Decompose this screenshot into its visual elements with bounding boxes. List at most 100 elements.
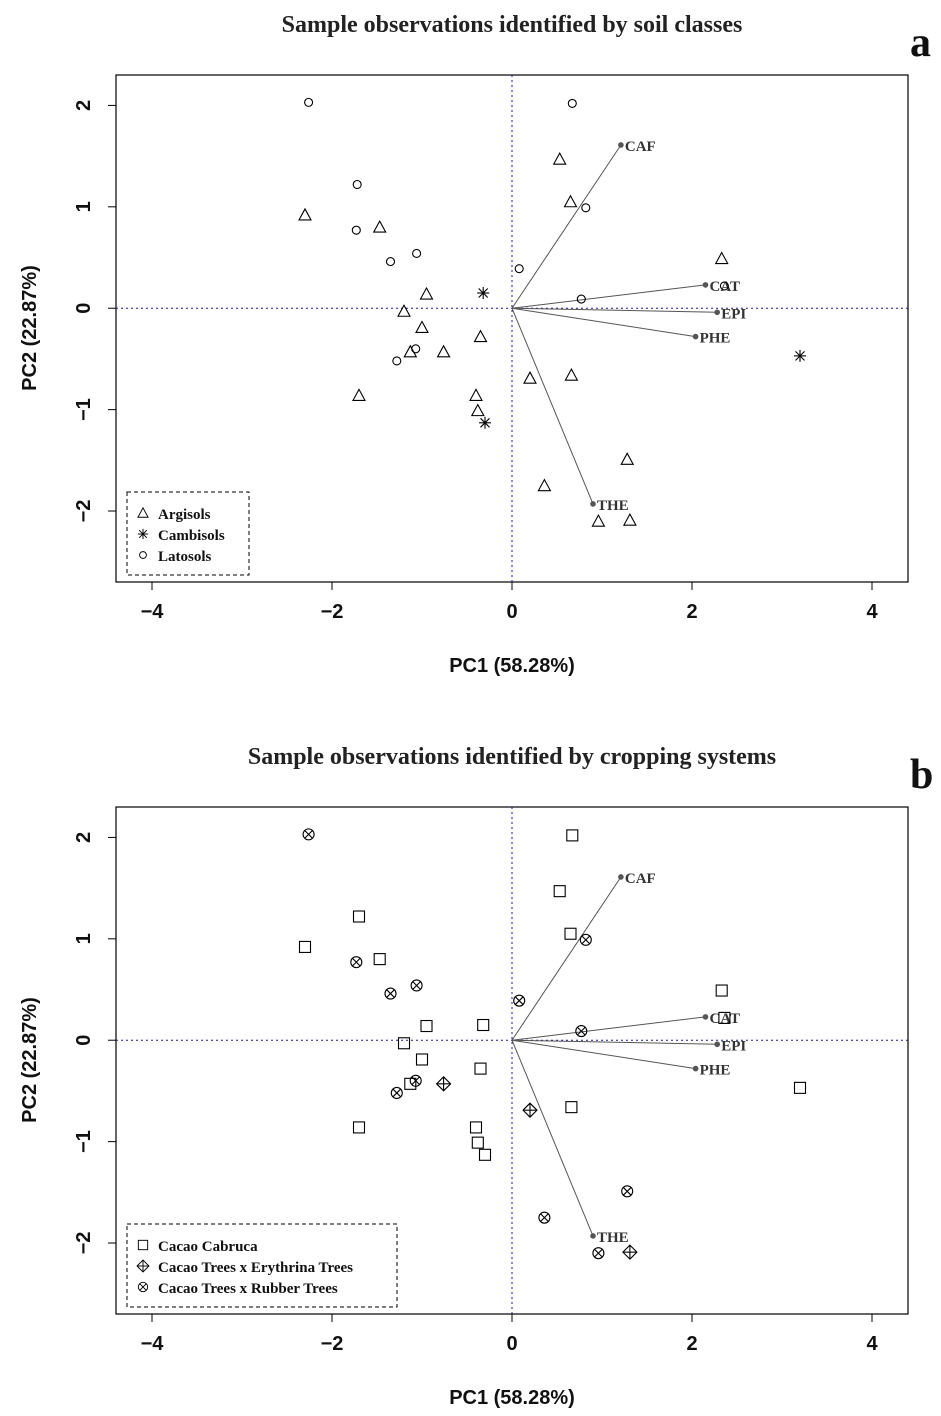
data-point bbox=[409, 1074, 422, 1087]
circle-marker-shape bbox=[567, 98, 577, 108]
triangle-marker-shape bbox=[473, 329, 488, 343]
square-marker-shape bbox=[474, 1062, 487, 1075]
square-marker-shape bbox=[565, 1101, 578, 1114]
x-tick-label: 4 bbox=[866, 1333, 878, 1355]
circle-marker-shape bbox=[579, 933, 592, 946]
loading-vector-endpoint bbox=[714, 1041, 720, 1048]
loading-vector-endpoint bbox=[618, 874, 624, 880]
square-marker-shape bbox=[718, 1011, 731, 1024]
data-point bbox=[304, 97, 314, 107]
data-point bbox=[563, 194, 578, 208]
triangle-marker-shape bbox=[470, 403, 485, 417]
triangle-marker-shape bbox=[552, 152, 567, 165]
data-point bbox=[794, 349, 806, 362]
legend-entry-label: Cacao Trees x Erythrina Trees bbox=[158, 1260, 353, 1276]
loading-vector-endpoint bbox=[702, 282, 709, 288]
y-tick-label: 0 bbox=[73, 1035, 95, 1046]
data-point bbox=[479, 416, 491, 429]
square-marker-shape bbox=[715, 984, 728, 997]
data-point bbox=[471, 1136, 484, 1149]
circle-marker-shape bbox=[411, 344, 421, 354]
x-stroke bbox=[514, 996, 524, 1006]
data-point bbox=[564, 927, 577, 940]
x-tick-label: 2 bbox=[686, 1333, 697, 1355]
square-marker-shape bbox=[420, 1019, 433, 1033]
x-tick-label: −2 bbox=[321, 601, 344, 623]
data-point bbox=[436, 344, 451, 358]
circle-marker-shape bbox=[384, 987, 397, 1000]
y-tick-label: −2 bbox=[73, 1232, 95, 1255]
loading-vector-label: CAT bbox=[710, 279, 741, 295]
x-stroke bbox=[412, 981, 421, 990]
data-point bbox=[474, 1062, 487, 1075]
data-point bbox=[715, 984, 728, 997]
sample-points bbox=[298, 828, 807, 1260]
square-marker-shape bbox=[469, 1121, 483, 1134]
x-axis-label: PC1 (58.28%) bbox=[449, 655, 575, 677]
data-point bbox=[392, 356, 402, 366]
legend-entry-label: Argisols bbox=[158, 507, 211, 523]
circle-marker-shape bbox=[575, 1025, 588, 1038]
circle-marker-shape bbox=[592, 1247, 605, 1260]
data-point bbox=[397, 1037, 411, 1050]
x-stroke bbox=[304, 829, 313, 839]
y-axis-label: PC2 (22.87%) bbox=[19, 265, 41, 391]
loading-vector-line bbox=[511, 284, 706, 309]
circle-marker-shape bbox=[576, 294, 586, 304]
circle-marker-shape bbox=[514, 264, 524, 274]
data-point bbox=[714, 251, 729, 265]
data-point bbox=[478, 1148, 492, 1161]
square-marker-shape bbox=[564, 927, 577, 940]
x-stroke bbox=[351, 957, 361, 967]
loading-vector-line bbox=[511, 876, 622, 1041]
data-point bbox=[566, 829, 579, 842]
data-point bbox=[523, 371, 537, 384]
loading-vector-endpoint bbox=[702, 1014, 709, 1020]
triangle-marker-shape bbox=[591, 514, 606, 527]
data-point bbox=[352, 179, 362, 190]
data-point bbox=[718, 1011, 731, 1024]
square-marker-shape bbox=[566, 829, 579, 842]
data-point bbox=[373, 953, 386, 966]
triangle-marker-shape bbox=[564, 367, 579, 381]
axis-ticks: −4 −2 0 2 4 −2 −1 0 1 2 bbox=[73, 100, 878, 623]
triangle-marker-shape bbox=[537, 478, 552, 492]
data-point bbox=[302, 828, 315, 841]
data-point bbox=[410, 979, 423, 992]
circle-marker-shape bbox=[351, 225, 361, 235]
circle-marker-shape bbox=[513, 994, 526, 1007]
data-point bbox=[622, 512, 637, 526]
asterisk-stroke bbox=[478, 288, 489, 298]
legend-entry-label: Cacao Trees x Rubber Trees bbox=[158, 1281, 338, 1297]
data-point bbox=[592, 1247, 605, 1260]
data-point bbox=[793, 1081, 807, 1094]
loading-vector-label: PHE bbox=[700, 1063, 731, 1079]
square-marker-shape bbox=[471, 1136, 484, 1149]
loading-vector-endpoint bbox=[590, 501, 596, 507]
chart-title: Sample observations identified by croppi… bbox=[248, 744, 776, 770]
square-marker-shape bbox=[352, 910, 366, 923]
circle-marker-shape bbox=[302, 828, 315, 841]
panel-label: a bbox=[910, 20, 931, 66]
x-axis-label: PC1 (58.28%) bbox=[449, 1387, 575, 1409]
legend-marker bbox=[137, 1281, 149, 1293]
data-point bbox=[352, 910, 366, 923]
loading-vectors: CAF CAT EPI PHE THE bbox=[511, 871, 746, 1246]
triangle-marker-shape bbox=[469, 388, 483, 401]
data-point bbox=[390, 1086, 403, 1099]
data-point bbox=[352, 1121, 366, 1134]
data-point bbox=[411, 344, 421, 354]
panel-label: b bbox=[910, 752, 933, 798]
y-tick-label: 2 bbox=[73, 832, 95, 843]
circle-marker-shape bbox=[390, 1086, 403, 1099]
sample-points bbox=[298, 97, 806, 527]
circle-marker-shape bbox=[392, 356, 402, 366]
legend-marker bbox=[137, 506, 149, 518]
loading-vector-label: THE bbox=[597, 1230, 629, 1246]
x-stroke bbox=[622, 1186, 632, 1196]
loading-vector-label: EPI bbox=[721, 306, 746, 322]
y-tick-label: −2 bbox=[73, 500, 95, 523]
loading-vector-label: CAF bbox=[625, 871, 656, 887]
x-tick-label: 4 bbox=[866, 601, 878, 623]
data-point bbox=[567, 98, 577, 108]
